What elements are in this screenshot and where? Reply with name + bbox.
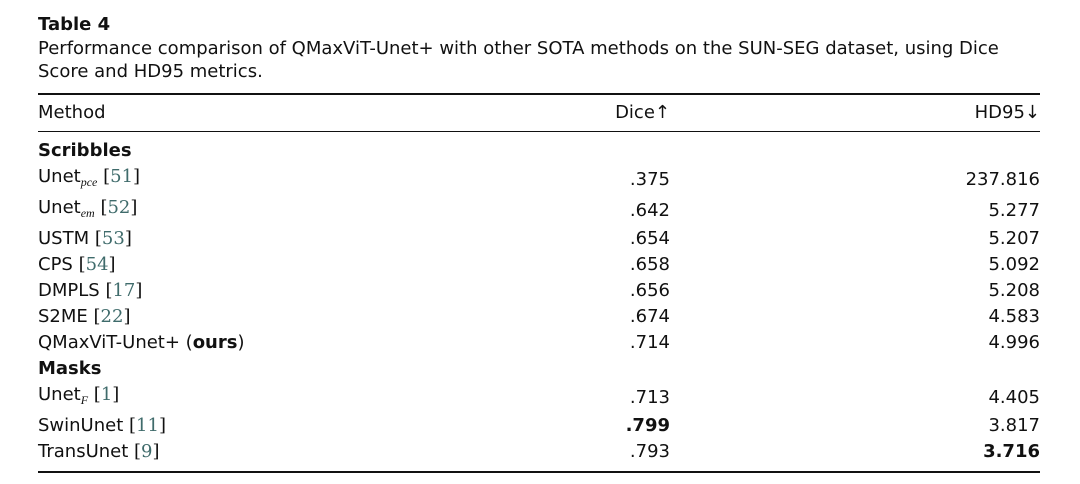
- results-table: Method Dice↑ HD95↓ Scribbles Unetpce [51…: [38, 95, 1040, 471]
- table-row: Unetem [52] .642 5.277: [38, 195, 1040, 226]
- dice-value: .656: [629, 280, 670, 301]
- table-row: DMPLS [17] .656 5.208: [38, 278, 1040, 304]
- citation-link[interactable]: 22: [100, 306, 124, 327]
- table-caption: Performance comparison of QMaxViT-Unet+ …: [38, 38, 999, 82]
- table-row: Unetpce [51] .375 237.816: [38, 164, 1040, 195]
- dice-value: .713: [629, 386, 670, 408]
- citation-link[interactable]: 11: [136, 415, 159, 436]
- dice-value: .658: [629, 254, 670, 275]
- table-row: USTM [53] .654 5.207: [38, 226, 1040, 252]
- table-label: Table 4: [38, 14, 111, 35]
- table-row: CPS [54] .658 5.092: [38, 252, 1040, 278]
- section-title: Masks: [38, 358, 102, 379]
- hd95-value: 4.583: [988, 306, 1040, 327]
- table-row: SwinUnet [11] .799 3.817: [38, 413, 1040, 439]
- header-hd95: HD95↓: [670, 95, 1040, 131]
- hd95-value: 3.817: [988, 415, 1040, 436]
- header-dice-label: Dice: [615, 102, 655, 123]
- section-row-scribbles: Scribbles: [38, 138, 1040, 164]
- header-row: Method Dice↑ HD95↓: [38, 95, 1040, 131]
- dice-value: .654: [629, 228, 670, 249]
- citation-link[interactable]: 51: [110, 166, 134, 187]
- hd95-value: 5.207: [988, 228, 1040, 249]
- method-name: Unet: [38, 166, 81, 187]
- header-hd95-label: HD95: [974, 102, 1025, 123]
- hd95-value-best: 3.716: [983, 441, 1040, 462]
- method-name: S2ME: [38, 306, 88, 327]
- hd95-value: 5.092: [988, 254, 1040, 275]
- method-name: TransUnet: [38, 441, 129, 462]
- section-title: Scribbles: [38, 140, 132, 161]
- method-subscript: F: [80, 393, 89, 407]
- citation-link[interactable]: 1: [100, 384, 113, 405]
- up-arrow-icon: ↑: [654, 102, 670, 123]
- citation-link[interactable]: 54: [85, 254, 109, 275]
- method-name: QMaxViT-Unet+: [38, 332, 180, 353]
- table-row: S2ME [22] .674 4.583: [38, 304, 1040, 330]
- header-rule: [38, 131, 1040, 132]
- header-dice: Dice↑: [458, 95, 670, 131]
- top-rule: [38, 93, 1040, 95]
- section-row-masks: Masks: [38, 356, 1040, 382]
- dice-value: .714: [629, 332, 670, 353]
- method-subscript: pce: [80, 175, 98, 189]
- down-arrow-icon: ↓: [1024, 102, 1040, 123]
- dice-value-best: .799: [625, 415, 670, 436]
- method-name: CPS: [38, 254, 73, 275]
- table-row-ours: QMaxViT-Unet+ (ours) .714 4.996: [38, 330, 1040, 356]
- method-name: Unet: [38, 197, 81, 218]
- method-name: DMPLS: [38, 280, 100, 301]
- ours-label: ours: [192, 332, 238, 353]
- citation-link[interactable]: 53: [101, 228, 125, 249]
- hd95-value: 4.405: [988, 386, 1040, 408]
- hd95-value: 5.277: [988, 199, 1040, 221]
- method-name: SwinUnet: [38, 415, 124, 436]
- table-row: TransUnet [9] .793 3.716: [38, 439, 1040, 465]
- hd95-value: 5.208: [988, 280, 1040, 301]
- dice-value: .793: [629, 441, 670, 462]
- table-figure: Table 4 Performance comparison of QMaxVi…: [38, 14, 1040, 473]
- header-method: Method: [38, 102, 106, 123]
- hd95-value: 4.996: [988, 332, 1040, 353]
- dice-value: .642: [629, 199, 670, 221]
- dice-value: .375: [629, 168, 670, 190]
- hd95-value: 237.816: [965, 168, 1040, 190]
- citation-link[interactable]: 17: [112, 280, 136, 301]
- method-name: Unet: [38, 384, 81, 405]
- method-subscript: em: [80, 206, 95, 220]
- method-name: USTM: [38, 228, 90, 249]
- table-row: UnetF [1] .713 4.405: [38, 382, 1040, 413]
- bottom-rule: [38, 471, 1040, 473]
- citation-link[interactable]: 9: [141, 441, 153, 462]
- citation-link[interactable]: 52: [107, 197, 131, 218]
- dice-value: .674: [629, 306, 670, 327]
